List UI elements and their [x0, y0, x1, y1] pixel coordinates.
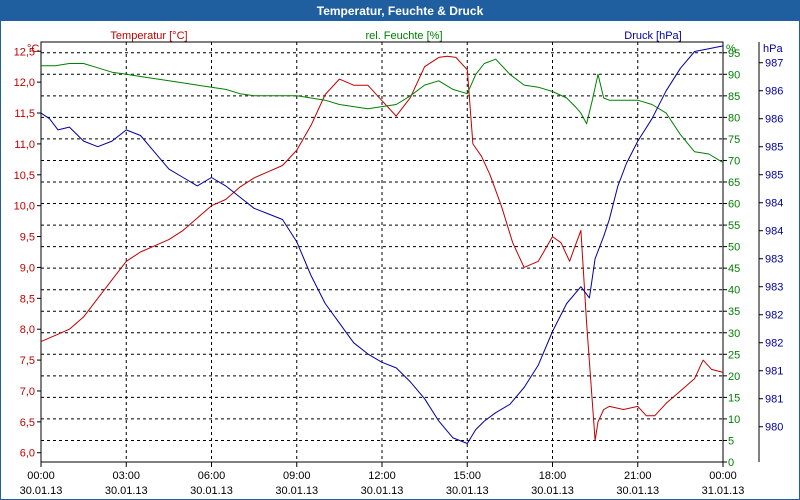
temperature-tick-label: 10,5 [14, 170, 35, 182]
humidity-tick-label: 45 [728, 263, 740, 275]
window-title: Temperatur, Feuchte & Druck [1, 1, 799, 21]
humidity-tick-label: 15 [728, 392, 740, 404]
x-tick-time: 03:00 [112, 470, 140, 482]
temperature-tick-label: 8,0 [20, 324, 35, 336]
x-tick-time: 06:00 [198, 470, 226, 482]
humidity-tick-label: 10 [728, 414, 740, 426]
x-tick-time: 00:00 [27, 470, 55, 482]
pressure-tick-label: 987 [765, 58, 783, 70]
x-tick-date: 31.01.13 [702, 485, 745, 497]
temperature-tick-label: 6,0 [20, 448, 35, 460]
x-tick-time: 15:00 [453, 470, 481, 482]
pressure-tick-label: 985 [765, 170, 783, 182]
humidity-tick-label: 70 [728, 155, 740, 167]
pressure-tick-label: 984 [765, 226, 783, 238]
temperature-tick-label: 12,0 [14, 77, 35, 89]
grid [41, 42, 723, 462]
pressure-tick-label: 983 [765, 282, 783, 294]
temperature-tick-label: 12,5 [14, 46, 35, 58]
x-tick-time: 09:00 [283, 470, 311, 482]
humidity-tick-label: 75 [728, 134, 740, 146]
temperature-tick-label: 10,0 [14, 201, 35, 213]
series-layer [40, 45, 724, 444]
humidity-tick-label: 25 [728, 349, 740, 361]
x-tick-time: 12:00 [368, 470, 396, 482]
x-tick-date: 30.01.13 [616, 485, 659, 497]
humidity-tick-label: 65 [728, 177, 740, 189]
humidity-tick-label: 55 [728, 220, 740, 232]
temperature-unit: °C [27, 43, 39, 55]
humidity-axis-label: rel. Feuchte [%] [365, 30, 442, 42]
pressure-tick-label: 981 [765, 366, 783, 378]
temperature-tick-label: 11,5 [14, 108, 35, 120]
temperature-axis-label: Temperatur [°C] [110, 30, 187, 42]
pressure-tick-label: 986 [765, 86, 783, 98]
humidity-unit: % [726, 43, 736, 55]
humidity-tick-label: 50 [728, 242, 740, 254]
humidity-tick-label: 95 [728, 48, 740, 60]
humidity-tick-label: 0 [728, 457, 734, 469]
pressure-tick-label: 982 [765, 310, 783, 322]
temperature-tick-label: 9,5 [20, 232, 35, 244]
series-line-humidity [41, 58, 724, 164]
pressure-tick-label: 984 [765, 198, 783, 210]
x-tick-time: 21:00 [624, 470, 652, 482]
pressure-unit: hPa [763, 43, 783, 55]
x-tick-date: 30.01.13 [105, 485, 148, 497]
x-tick-date: 30.01.13 [446, 485, 489, 497]
pressure-tick-label: 983 [765, 254, 783, 266]
humidity-tick-label: 30 [728, 328, 740, 340]
x-tick-date: 30.01.13 [190, 485, 233, 497]
x-tick-date: 30.01.13 [275, 485, 318, 497]
x-tick-time: 00:00 [709, 470, 737, 482]
x-tick-date: 30.01.13 [361, 485, 404, 497]
humidity-tick-label: 20 [728, 371, 740, 383]
temperature-tick-label: 9,0 [20, 262, 35, 274]
pressure-axis-label: Druck [hPa] [624, 30, 681, 42]
humidity-tick-label: 80 [728, 112, 740, 124]
x-tick-date: 30.01.13 [531, 485, 574, 497]
chart: 00:00 30.01.13 03:00 30.01.13 06:00 30.01.13 0… [14, 30, 784, 497]
pressure-tick-label: 986 [765, 114, 783, 126]
humidity-tick-label: 85 [728, 91, 740, 103]
pressure-tick-label: 985 [765, 142, 783, 154]
series-line-temperature [40, 55, 724, 441]
series-line-pressure [40, 45, 724, 444]
humidity-tick-label: 5 [728, 435, 734, 447]
pressure-tick-label: 981 [765, 394, 783, 406]
humidity-tick-label: 40 [728, 285, 740, 297]
temperature-tick-label: 11,0 [14, 139, 35, 151]
temperature-tick-label: 7,5 [20, 355, 35, 367]
humidity-tick-label: 90 [728, 69, 740, 81]
x-tick-date: 30.01.13 [20, 485, 63, 497]
humidity-tick-label: 60 [728, 199, 740, 211]
humidity-tick-label: 35 [728, 306, 740, 318]
temperature-tick-label: 7,0 [20, 386, 35, 398]
temperature-tick-label: 6,5 [20, 417, 35, 429]
pressure-tick-label: 982 [765, 338, 783, 350]
pressure-tick-label: 980 [765, 422, 783, 434]
axis-layer: 00:00 30.01.13 03:00 30.01.13 06:00 30.01.13 0… [14, 30, 784, 497]
temperature-tick-label: 8,5 [20, 293, 35, 305]
x-tick-time: 18:00 [539, 470, 567, 482]
